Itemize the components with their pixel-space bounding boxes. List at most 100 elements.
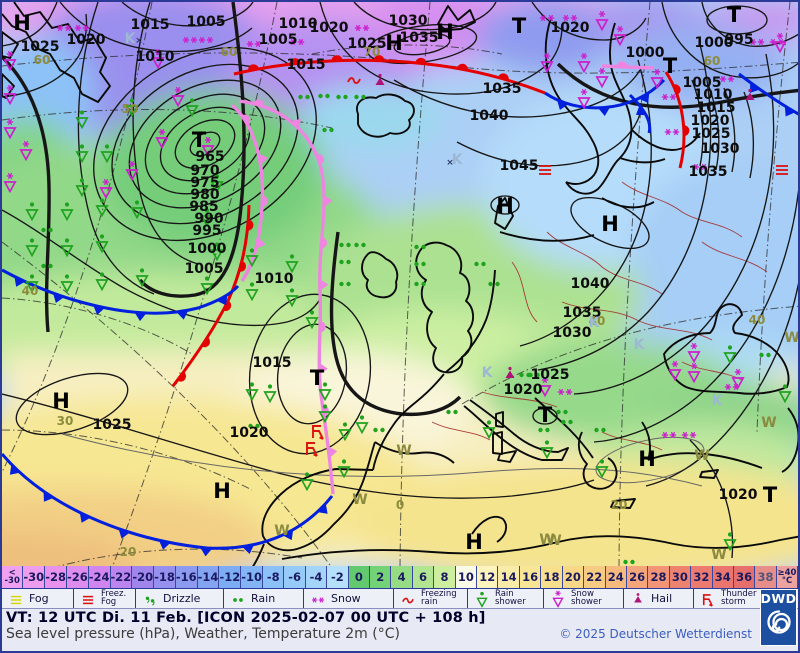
graticule-label: 20 — [120, 545, 137, 559]
rs-symbol — [95, 198, 109, 218]
s-symbol — [661, 431, 677, 439]
warm-air-label: W — [352, 492, 367, 508]
fr-symbol — [402, 597, 414, 603]
cold-air-label: K — [712, 393, 724, 409]
isobar-label: 1030 — [701, 141, 740, 157]
isobar-label: 975 — [190, 175, 219, 191]
x-symbol: × — [446, 158, 454, 168]
isobar-label: 970 — [190, 163, 219, 179]
coastlines — [2, 2, 798, 566]
legend-item-label: Rain shower — [495, 589, 526, 607]
s-symbol — [769, 38, 785, 46]
temp-scale-cell: 12 — [477, 566, 499, 588]
r-symbol — [528, 372, 540, 378]
rs-symbol — [285, 254, 299, 274]
rs-symbol — [318, 404, 332, 424]
temp-scale-cell: 16 — [519, 566, 542, 588]
legend-item-label: Snow — [331, 591, 361, 605]
isobar-label: 1025 — [692, 126, 731, 142]
temp-scale-cell: 18 — [541, 566, 563, 588]
temp-scale-cell: -28 — [45, 566, 67, 588]
rs-symbol — [210, 242, 224, 262]
cold-front — [738, 72, 798, 116]
legend-item-label: Drizzle — [163, 591, 201, 605]
temp-scale-cell: -18 — [154, 566, 176, 588]
temp-scale-cell: 2 — [370, 566, 392, 588]
rs-symbol — [100, 144, 114, 164]
rs-symbol — [263, 384, 277, 404]
rs-symbol — [185, 98, 199, 118]
warm-front — [664, 71, 686, 169]
temp-scale-cell: 32 — [691, 566, 713, 588]
rs-symbol — [595, 459, 609, 479]
temp-scale-cell: 14 — [498, 566, 520, 588]
isobar-label: 1000 — [188, 241, 227, 257]
s-symbol — [289, 38, 305, 46]
r-symbol — [623, 559, 635, 565]
low-center-label: T — [310, 366, 325, 390]
rs-symbol — [318, 382, 332, 402]
ss-symbol — [3, 172, 17, 194]
r-symbol — [41, 263, 53, 269]
low-center-label: T — [763, 483, 778, 507]
cold-air-label: K — [589, 315, 601, 331]
s-symbol — [198, 36, 214, 44]
rs-symbol — [476, 591, 488, 608]
weather-symbol-legend: Fog Freez. Fog Drizzle Rain Snow Freezing rai… — [2, 589, 798, 609]
isobar-label: 995 — [724, 32, 753, 48]
rs-symbol — [60, 202, 74, 222]
high-center-label: H — [13, 11, 31, 35]
legend-item-hail: Hail — [624, 589, 694, 608]
ss-symbol — [577, 52, 591, 74]
rs-symbol — [130, 200, 144, 220]
r-symbol — [248, 423, 260, 429]
temp-scale-cell: -6 — [284, 566, 306, 588]
rs-symbol — [25, 238, 39, 258]
ss-symbol — [552, 590, 564, 608]
h-symbol — [745, 88, 755, 100]
rs-symbol — [482, 420, 496, 440]
rs-symbol — [200, 276, 214, 296]
rs-symbol — [285, 288, 299, 308]
r-symbol — [298, 94, 310, 100]
cold-front — [628, 93, 652, 134]
temp-scale-cell: -16 — [175, 566, 198, 588]
r-symbol — [322, 127, 334, 133]
low-center-label: T — [512, 14, 527, 38]
temp-scale-cell: -20 — [132, 566, 155, 588]
rs-symbol — [75, 178, 89, 198]
isobar-label: 1020 — [67, 32, 106, 48]
ss-symbol — [3, 84, 17, 106]
s-symbol — [692, 163, 708, 171]
legend-item-snow: Snow — [304, 589, 394, 608]
r-symbol — [339, 281, 351, 287]
h-symbol — [505, 366, 515, 378]
temp-scale-cell: ≥40 °C — [776, 566, 798, 588]
isobar-label: 1025 — [93, 417, 132, 433]
r-symbol — [339, 259, 351, 265]
isobar-label: 1045 — [500, 158, 539, 174]
dwd-logo: DWD — [760, 589, 797, 646]
high-center-label: H — [213, 479, 231, 503]
s-symbol — [354, 24, 370, 32]
isobar-label: 1030 — [389, 13, 428, 29]
s-symbol — [557, 388, 573, 396]
legend-item-label: Hail — [651, 591, 673, 605]
ss-symbol — [125, 160, 139, 182]
legend-item-label: Snow shower — [571, 589, 602, 607]
isobar-label: 1035 — [689, 164, 728, 180]
temp-scale-cell: -4 — [305, 566, 328, 588]
ss-symbol — [3, 50, 17, 72]
isobar-label: 1010 — [136, 49, 175, 65]
temp-scale-cell: -12 — [219, 566, 242, 588]
ss-symbol — [538, 376, 552, 398]
s-symbol — [182, 36, 198, 44]
fr-legend-icon — [402, 597, 414, 603]
rs-symbol — [75, 144, 89, 164]
graticule-label: 40 — [589, 314, 606, 328]
rs-symbol — [338, 422, 352, 442]
r-symbol — [41, 227, 53, 233]
rs-symbol — [75, 110, 89, 130]
temp-scale-cell: -10 — [241, 566, 263, 588]
isobar-label: 1005 — [187, 14, 226, 30]
